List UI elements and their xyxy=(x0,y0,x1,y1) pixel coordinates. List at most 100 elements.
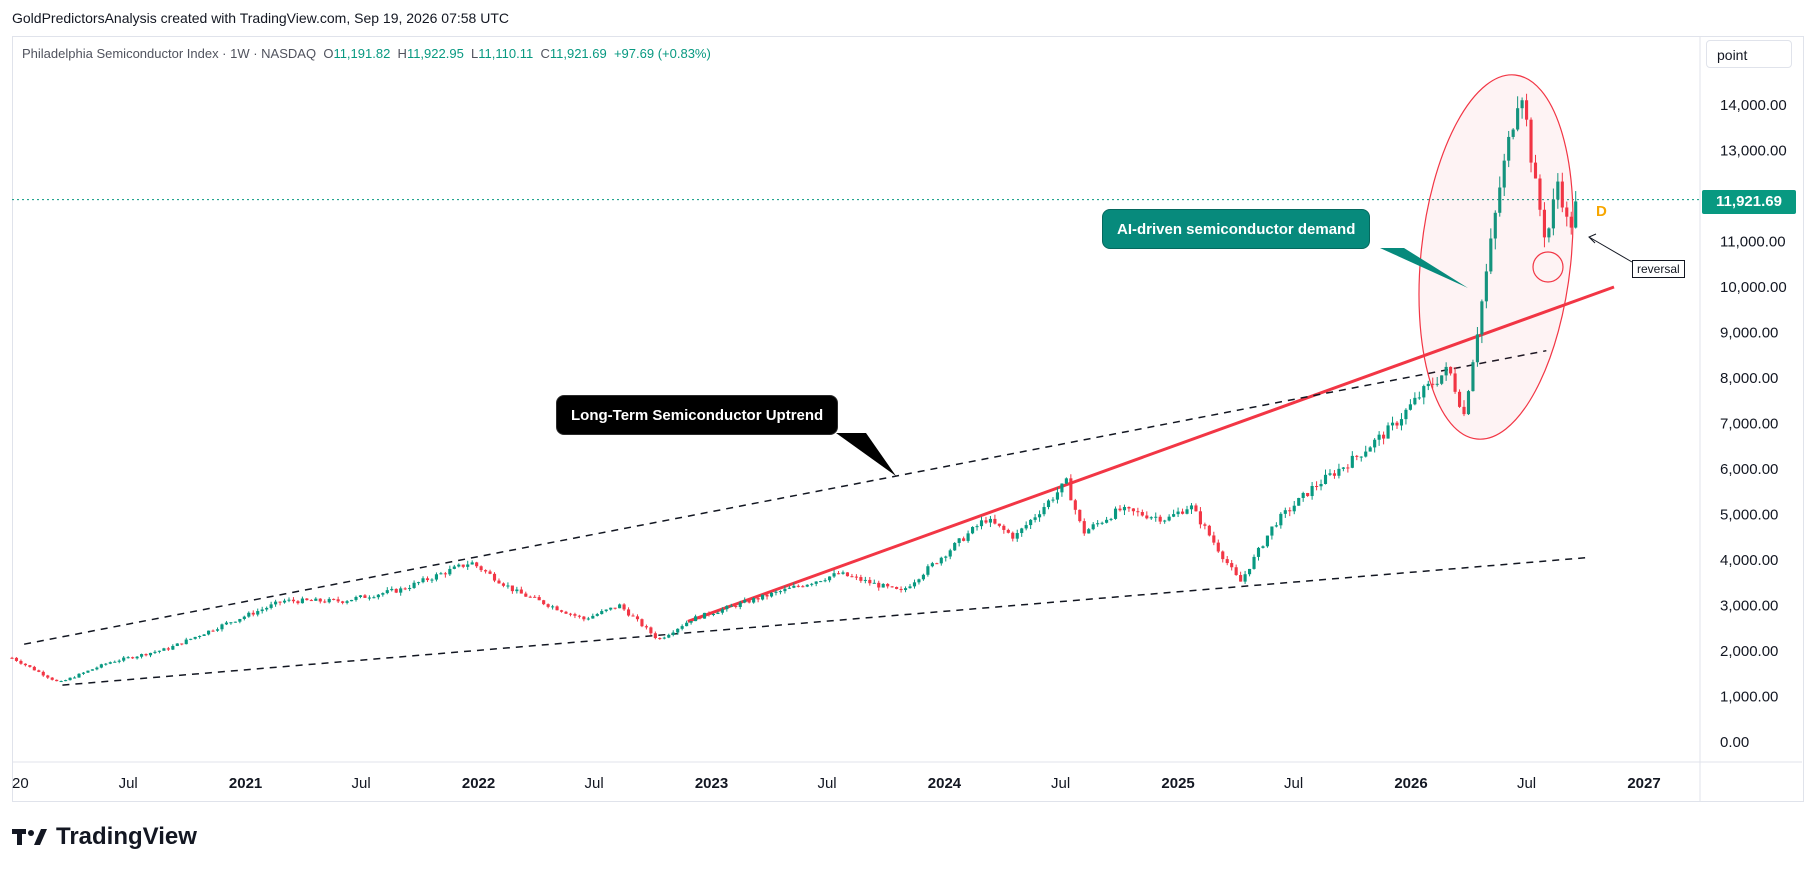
candle-body xyxy=(698,616,702,619)
candle-body xyxy=(510,585,514,592)
candle-body xyxy=(970,526,975,534)
candle-body xyxy=(743,600,747,603)
candle-body xyxy=(55,679,59,682)
long-term-uptrend-callout[interactable]: Long-Term Semiconductor Uptrend xyxy=(556,395,839,435)
candle-body xyxy=(1529,119,1533,163)
candle-body xyxy=(215,629,220,631)
candle-body xyxy=(551,606,555,608)
y-tick-label: 5,000.00 xyxy=(1720,507,1778,524)
candle-body xyxy=(1471,362,1475,392)
x-tick-label: Jul xyxy=(1517,775,1536,792)
candle-body xyxy=(1118,508,1122,511)
candle-body xyxy=(1489,238,1493,272)
candle-body xyxy=(729,605,733,607)
x-tick-label: Jul xyxy=(119,775,138,792)
candle-body xyxy=(323,601,327,603)
candle-body xyxy=(868,579,872,584)
candle-body xyxy=(1189,505,1194,510)
candle-body xyxy=(417,582,421,584)
candle-body xyxy=(966,533,970,541)
candle-body xyxy=(484,570,488,572)
candle-body xyxy=(1319,484,1323,487)
y-tick-label: 4,000.00 xyxy=(1720,552,1778,569)
dashed-channel-line[interactable] xyxy=(23,349,1547,645)
dividend-marker[interactable]: D xyxy=(1596,203,1607,220)
candle-body xyxy=(604,609,608,612)
candle-body xyxy=(930,563,934,567)
candle-body xyxy=(1444,366,1448,376)
candle-body xyxy=(895,586,899,589)
candle-body xyxy=(466,564,470,567)
candle-body xyxy=(1073,500,1077,510)
x-tick-label: 2023 xyxy=(695,775,728,792)
candle-body xyxy=(1038,514,1042,518)
candle-body xyxy=(421,578,425,583)
trendlines xyxy=(23,285,1615,686)
candle-body xyxy=(988,518,992,523)
candle-body xyxy=(1426,383,1430,387)
candle-body xyxy=(1399,419,1404,426)
y-tick-label: 7,000.00 xyxy=(1720,416,1778,433)
candle-body xyxy=(1216,542,1220,552)
candle-body xyxy=(10,657,14,659)
candle-body xyxy=(32,666,36,671)
candle-body xyxy=(948,550,952,557)
candle-body xyxy=(135,656,139,659)
candle-body xyxy=(979,520,984,527)
candle-body xyxy=(1355,455,1359,457)
candle-body xyxy=(1145,515,1149,519)
candle-body xyxy=(752,598,756,603)
candle-body xyxy=(801,586,805,588)
ai-demand-callout[interactable]: AI-driven semiconductor demand xyxy=(1102,209,1371,249)
candle-body xyxy=(1230,563,1234,568)
candle-body xyxy=(734,605,738,607)
candle-body xyxy=(546,604,550,607)
candle-body xyxy=(1332,473,1337,476)
candle-body xyxy=(1395,422,1399,426)
candle-body xyxy=(787,587,791,589)
candle-body xyxy=(358,595,363,598)
candle-body xyxy=(1203,524,1207,526)
candle-body xyxy=(1252,556,1256,569)
candle-body xyxy=(461,564,465,567)
candle-body xyxy=(443,573,447,575)
candle-body xyxy=(1359,456,1363,458)
candle-body xyxy=(953,542,957,551)
candle-body xyxy=(399,588,403,593)
candle-body xyxy=(863,579,867,581)
candle-body xyxy=(77,673,81,678)
candle-body xyxy=(403,588,407,590)
x-tick-label: 2022 xyxy=(462,775,495,792)
red-trendline[interactable] xyxy=(687,285,1615,623)
candle-body xyxy=(309,600,313,602)
price-unit-button[interactable]: point xyxy=(1706,40,1792,68)
candle-body xyxy=(702,612,707,619)
dashed-channel-line[interactable] xyxy=(62,556,1586,686)
reversal-label[interactable]: reversal xyxy=(1632,260,1685,278)
x-tick-label: Jul xyxy=(584,775,603,792)
chart-frame xyxy=(12,36,1804,802)
candle-body xyxy=(207,630,211,635)
candle-body xyxy=(582,616,586,620)
candle-body xyxy=(823,580,827,582)
candle-body xyxy=(108,662,112,664)
candle-body xyxy=(327,598,331,603)
candle-body xyxy=(1547,228,1551,238)
candle-body xyxy=(104,663,108,665)
candle-body xyxy=(1078,509,1082,522)
candle-body xyxy=(224,622,229,625)
legend-high: 11,922.95 xyxy=(406,46,464,61)
candle-body xyxy=(926,566,930,575)
ai-callout-pointer xyxy=(1380,248,1468,288)
candle-body xyxy=(921,574,925,580)
candle-body xyxy=(1051,499,1055,501)
candle-body xyxy=(1006,529,1010,533)
candle-body xyxy=(1091,524,1095,530)
candle-body xyxy=(412,582,416,588)
candle-body xyxy=(296,601,300,604)
tradingview-brand[interactable]: TradingView xyxy=(12,823,197,851)
y-axis: 0.00 1,000.00 2,000.00 3,000.00 4,000.00 5,00… xyxy=(1720,97,1787,751)
candle-body xyxy=(479,566,483,571)
candle-body xyxy=(1377,434,1381,440)
